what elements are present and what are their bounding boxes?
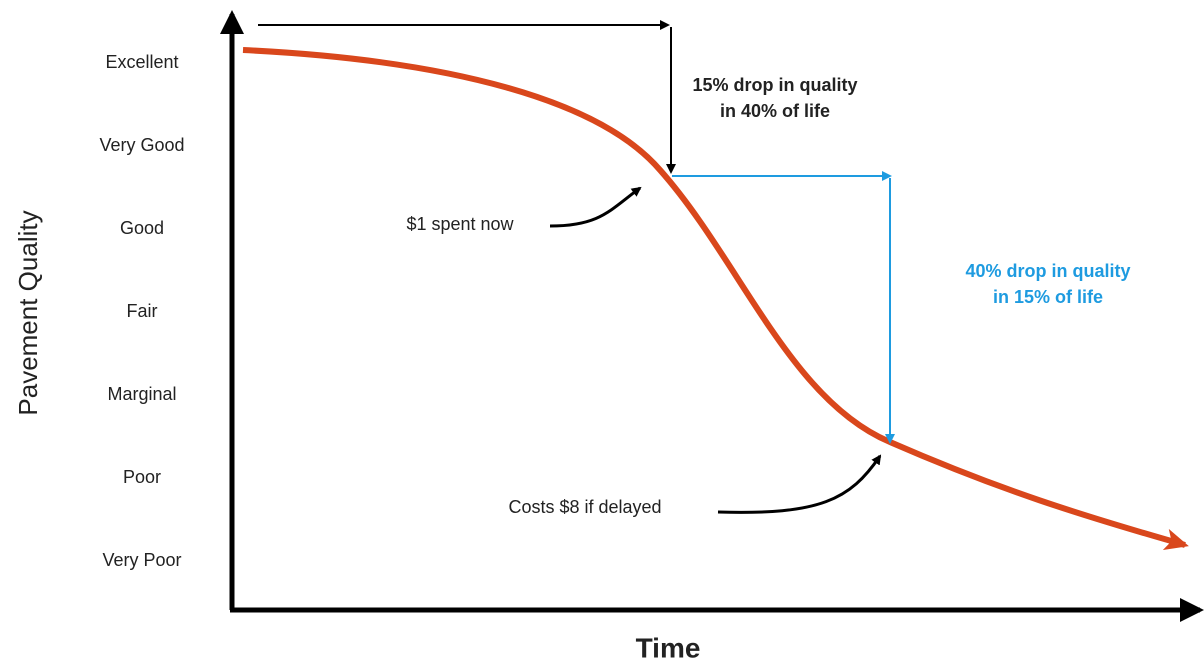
annotation: $1 spent now — [406, 214, 514, 234]
annotation: Costs $8 if delayed — [508, 497, 661, 517]
x-axis-title: Time — [636, 632, 701, 663]
deterioration-curve — [242, 47, 1189, 551]
quality-levels: Excellent Very Good Good Fair Marginal Poor Ve… — [99, 52, 184, 570]
annotation: 40% drop in quality — [965, 261, 1130, 281]
axes — [220, 10, 1204, 622]
annotation: 15% drop in quality — [692, 75, 857, 95]
annotation: in 40% of life — [720, 101, 830, 121]
annotation: in 15% of life — [993, 287, 1103, 307]
quality-level: Very Poor — [102, 550, 181, 570]
pointer — [549, 186, 642, 228]
quality-level: Marginal — [107, 384, 176, 404]
quality-level: Good — [120, 218, 164, 238]
pointer — [717, 454, 882, 514]
quality-level: Very Good — [99, 135, 184, 155]
quality-level: Fair — [127, 301, 158, 321]
quality-level: Excellent — [105, 52, 178, 72]
quality-level: Poor — [123, 467, 161, 487]
y-axis-title: Pavement Quality — [13, 210, 43, 415]
